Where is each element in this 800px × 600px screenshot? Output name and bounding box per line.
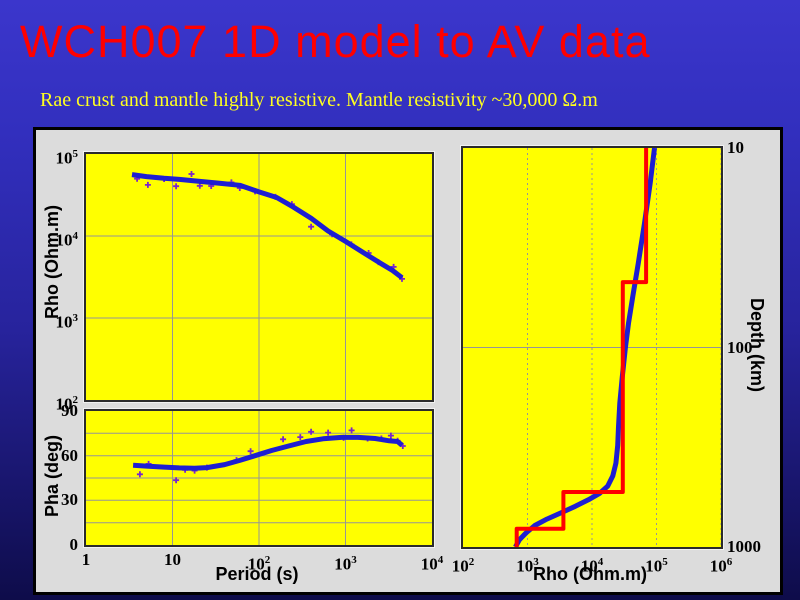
x-tick-label: 103 (516, 556, 539, 576)
x-tick-label: 103 (334, 554, 357, 574)
y-tick-label: 10 (727, 138, 744, 157)
x-tick-label: 102 (247, 554, 271, 574)
model-response-phase-curve (132, 434, 404, 471)
y-tick-label: 60 (61, 445, 78, 465)
y-tick-label: 100 (727, 337, 753, 357)
y-tick-label: 30 (61, 490, 78, 510)
model-response-rho-curve (131, 172, 404, 280)
rho_plot-canvas (86, 154, 432, 400)
x-tick-label: 102 (451, 556, 475, 576)
smooth-inversion-model (513, 148, 657, 547)
y-tick-label: 103 (55, 312, 79, 332)
rho-axis-label: Rho (Ohm.m) (42, 205, 62, 319)
layered-1d-model (514, 148, 649, 547)
y-tick-label: 104 (55, 230, 79, 250)
x-tick-label: 1 (81, 550, 91, 569)
apparent-resistivity-plot (84, 152, 434, 402)
slide-title: WCH007 1D model to AV data (20, 16, 651, 67)
y-tick-label: 90 (61, 401, 78, 420)
slide-subtitle: Rae crust and mantle highly resistive. M… (40, 89, 598, 111)
x-tick-label: 104 (580, 556, 604, 576)
x-tick-label: 104 (420, 554, 444, 574)
y-tick-label: 1000 (727, 537, 761, 556)
y-tick-label: 102 (55, 394, 79, 414)
x-tick-label: 106 (709, 556, 733, 576)
pha_plot-canvas (86, 411, 432, 545)
period-axis-label: Period (s) (215, 564, 299, 584)
x-tick-label: 105 (645, 556, 668, 576)
model-rho-axis-label: Rho (Ohm.m) (533, 564, 647, 584)
phase-plot (84, 409, 434, 547)
y-tick-label: 105 (55, 148, 79, 168)
figure-panel: Rho (Ohm.m) Pha (deg) Period (s) Rho (Oh… (33, 127, 783, 595)
observed-rho-points (134, 171, 405, 282)
resistivity-depth-model-plot (461, 146, 723, 549)
y-tick-label: 0 (69, 535, 79, 554)
model_plot-canvas (463, 148, 721, 547)
x-tick-label: 10 (164, 550, 181, 569)
